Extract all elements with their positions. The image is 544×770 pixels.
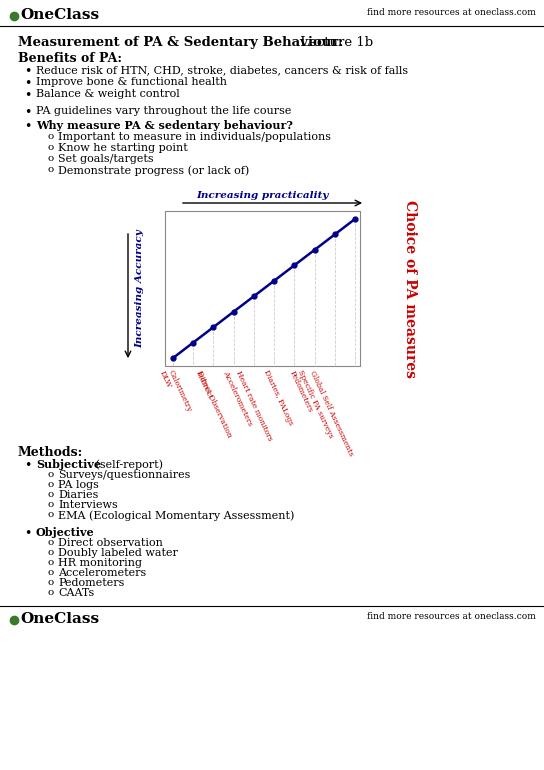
Text: PA logs: PA logs [58, 480, 99, 490]
Text: o: o [48, 568, 54, 577]
Text: Balance & weight control: Balance & weight control [36, 89, 180, 99]
Text: Doubly labeled water: Doubly labeled water [58, 548, 178, 558]
Text: o: o [48, 480, 54, 489]
Text: Pedometers: Pedometers [58, 578, 125, 588]
Text: Measurement of PA & Sedentary Behaviour:: Measurement of PA & Sedentary Behaviour: [18, 36, 343, 49]
Text: Accelerometers: Accelerometers [221, 369, 254, 427]
Text: Subjective: Subjective [36, 459, 101, 470]
Text: Heart rate monitors: Heart rate monitors [234, 369, 274, 442]
Text: o: o [48, 154, 54, 163]
Text: (self-report): (self-report) [92, 459, 163, 470]
Text: Specific PA surveys: Specific PA surveys [296, 369, 335, 440]
Text: Direct Observation: Direct Observation [196, 369, 234, 438]
Text: Diaries: Diaries [58, 490, 98, 500]
Bar [165, 211, 360, 366]
Text: Direct observation: Direct observation [58, 538, 163, 548]
Text: o: o [48, 510, 54, 519]
Text: Interviews: Interviews [58, 500, 118, 510]
Text: •: • [24, 527, 32, 540]
Text: o: o [48, 538, 54, 547]
Text: Global Self Assessments: Global Self Assessments [308, 369, 355, 457]
Text: •: • [24, 459, 32, 472]
Text: OneClass: OneClass [20, 8, 99, 22]
Text: Methods:: Methods: [18, 446, 83, 459]
Text: o: o [48, 548, 54, 557]
Text: o: o [48, 588, 54, 597]
Text: •: • [24, 106, 32, 119]
Text: Increasing practicality: Increasing practicality [196, 191, 329, 200]
Text: Surveys/questionnaires: Surveys/questionnaires [58, 470, 190, 480]
Text: DLW: DLW [158, 369, 173, 389]
Text: Increasing Accuracy: Increasing Accuracy [135, 229, 145, 348]
Text: Know he starting point: Know he starting point [58, 143, 188, 153]
Text: Why measure PA & sedentary behaviour?: Why measure PA & sedentary behaviour? [36, 120, 293, 131]
Text: Objective: Objective [36, 527, 95, 538]
Text: Accelerometers: Accelerometers [58, 568, 146, 578]
Text: Choice of PA measures: Choice of PA measures [403, 199, 417, 377]
Text: •: • [24, 65, 32, 78]
Text: Improve bone & functional health: Improve bone & functional health [36, 77, 227, 87]
Text: Important to measure in individuals/populations: Important to measure in individuals/popu… [58, 132, 331, 142]
Text: Calorimetry: Calorimetry [167, 369, 193, 413]
Text: find more resources at oneclass.com: find more resources at oneclass.com [367, 8, 536, 17]
Text: CAATs: CAATs [58, 588, 94, 598]
Text: OneClass: OneClass [20, 612, 99, 626]
Text: •: • [24, 120, 32, 133]
Text: EMA (Ecological Momentary Assessment): EMA (Ecological Momentary Assessment) [58, 510, 294, 521]
Text: o: o [48, 165, 54, 174]
Text: o: o [48, 500, 54, 509]
Text: Benefits of PA:: Benefits of PA: [18, 52, 122, 65]
Text: o: o [48, 578, 54, 587]
Text: •: • [24, 77, 32, 90]
Text: o: o [48, 490, 54, 499]
Text: HR monitoring: HR monitoring [58, 558, 142, 568]
Text: PA guidelines vary throughout the life course: PA guidelines vary throughout the life c… [36, 106, 292, 116]
Text: Indirect: Indirect [193, 369, 213, 400]
Text: Demonstrate progress (or lack of): Demonstrate progress (or lack of) [58, 165, 249, 176]
Text: Diaries, PALogs: Diaries, PALogs [262, 369, 294, 427]
Text: Reduce risk of HTN, CHD, stroke, diabetes, cancers & risk of falls: Reduce risk of HTN, CHD, stroke, diabete… [36, 65, 408, 75]
Text: o: o [48, 558, 54, 567]
Text: Lecture 1b: Lecture 1b [296, 36, 373, 49]
Text: o: o [48, 132, 54, 141]
Text: Pedometers: Pedometers [288, 369, 314, 413]
Text: find more resources at oneclass.com: find more resources at oneclass.com [367, 612, 536, 621]
Text: o: o [48, 143, 54, 152]
Text: o: o [48, 470, 54, 479]
Text: Set goals/targets: Set goals/targets [58, 154, 153, 164]
Text: •: • [24, 89, 32, 102]
